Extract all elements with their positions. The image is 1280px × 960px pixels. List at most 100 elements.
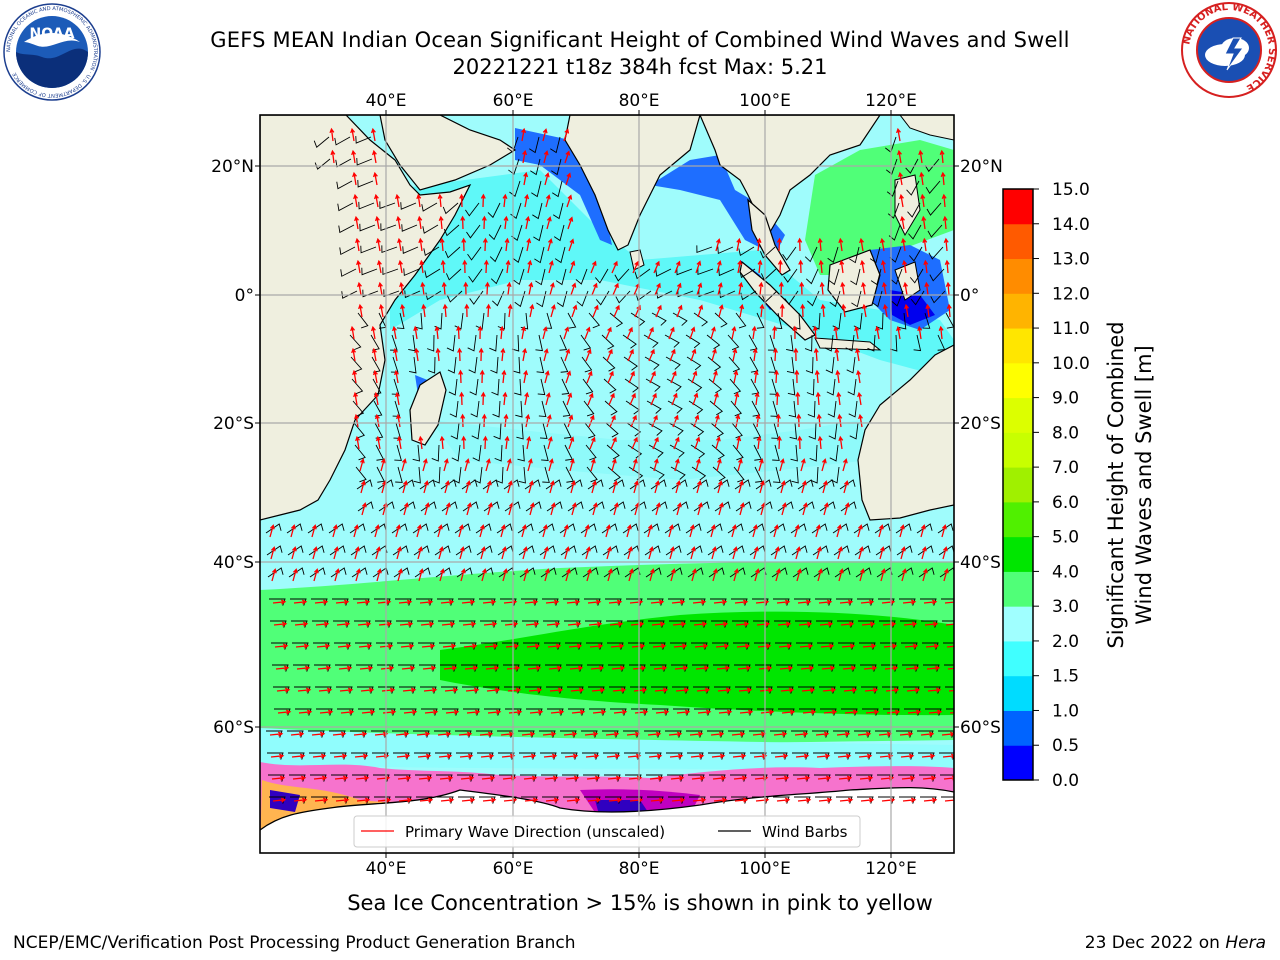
wave-direction-arrow [505, 259, 511, 274]
wind-barb [551, 158, 562, 176]
wave-direction-arrow [859, 237, 864, 252]
wave-direction-arrow [563, 731, 578, 737]
wave-direction-arrow [334, 775, 349, 781]
wave-direction-arrow [648, 753, 663, 759]
wave-direction-arrow [837, 413, 843, 428]
wind-barb [644, 545, 661, 556]
wind-barb [392, 545, 409, 556]
wind-barb [355, 136, 372, 144]
wave-direction-arrow [424, 502, 430, 516]
wave-direction-arrow [460, 568, 466, 582]
colorbar-tick-label: 2.0 [1052, 632, 1079, 652]
wave-direction-arrow [592, 304, 599, 318]
wind-barb [362, 289, 379, 298]
wave-direction-arrow [352, 171, 358, 186]
wave-direction-arrow [315, 621, 330, 627]
wave-direction-arrow [612, 480, 618, 494]
wave-direction-arrow [440, 599, 455, 605]
lon-label: 40°E [366, 859, 407, 879]
wave-direction-arrow [944, 797, 954, 803]
wave-direction-arrow [717, 480, 723, 494]
wave-direction-arrow [735, 621, 750, 627]
wind-barb [448, 378, 458, 396]
wave-direction-arrow [356, 259, 361, 274]
wave-direction-arrow [440, 259, 446, 274]
wave-direction-arrow [674, 260, 681, 274]
wave-direction-arrow [756, 435, 762, 450]
wave-direction-arrow [907, 709, 922, 715]
wave-direction-arrow [690, 546, 696, 560]
wave-direction-arrow [523, 568, 529, 582]
wind-barb [867, 334, 876, 352]
wind-barb [581, 356, 593, 373]
wind-barb [944, 664, 954, 666]
wind-barb [937, 523, 954, 534]
wave-direction-arrow [375, 435, 381, 450]
wave-direction-arrow [653, 665, 668, 671]
wave-direction-arrow [545, 392, 551, 406]
wave-direction-arrow [943, 237, 949, 252]
wave-direction-arrow [776, 599, 791, 605]
wind-barb [376, 466, 385, 483]
wave-direction-arrow [418, 237, 424, 252]
wave-direction-arrow [311, 731, 326, 737]
wind-barb [846, 356, 856, 374]
wave-direction-arrow [351, 149, 357, 164]
wave-direction-arrow [939, 149, 945, 164]
wind-barb [562, 400, 571, 417]
wave-direction-arrow [438, 546, 444, 560]
wave-direction-arrow [397, 775, 412, 781]
wave-direction-arrow [335, 599, 350, 605]
wave-direction-arrow [607, 568, 613, 582]
wave-direction-arrow [823, 709, 838, 715]
wave-direction-arrow [753, 369, 759, 384]
wind-barb [761, 268, 777, 281]
wave-direction-arrow [318, 687, 333, 693]
wave-direction-arrow [691, 370, 698, 384]
wave-direction-arrow [396, 215, 401, 230]
wave-direction-arrow [671, 392, 678, 406]
wave-direction-arrow [521, 524, 527, 538]
wave-direction-arrow [377, 599, 392, 605]
wave-direction-arrow [592, 502, 598, 516]
wave-direction-arrow [716, 665, 731, 671]
wind-barb [635, 290, 652, 302]
colorbar-segment [1003, 710, 1033, 746]
wave-direction-arrow [818, 599, 833, 605]
wind-barb [584, 422, 596, 439]
wave-direction-arrow [673, 436, 680, 450]
wave-direction-arrow [529, 502, 535, 516]
wind-barb [583, 400, 595, 417]
wave-direction-arrow [486, 687, 501, 693]
wave-direction-arrow [402, 480, 408, 494]
wind-barb [358, 201, 375, 210]
wind-barb [753, 444, 762, 461]
sea-ice-deep-west [270, 790, 300, 812]
wave-direction-arrow [757, 259, 763, 274]
wave-direction-arrow [526, 435, 532, 450]
wave-direction-arrow [375, 546, 381, 560]
wave-direction-arrow [696, 687, 711, 693]
wind-barb [336, 180, 353, 190]
lat-label: 20°N [211, 157, 254, 177]
wave-direction-arrow [777, 259, 783, 274]
wave-direction-arrow [588, 414, 595, 428]
wave-direction-arrow [588, 621, 603, 627]
wind-barb [475, 523, 492, 534]
wave-direction-arrow [525, 215, 531, 230]
wave-direction-arrow [422, 458, 428, 472]
wave-direction-arrow [844, 709, 859, 715]
wave-direction-arrow [676, 502, 682, 516]
wind-barb [786, 334, 794, 352]
wave-direction-arrow [654, 687, 669, 693]
wind-barb [559, 334, 568, 351]
wave-direction-arrow [544, 172, 550, 186]
wind-barb [356, 479, 373, 490]
wave-direction-arrow [543, 150, 549, 164]
wave-direction-arrow [479, 731, 494, 737]
wave-direction-arrow [798, 621, 813, 627]
wind-barb [749, 356, 759, 373]
wind-barb [536, 290, 547, 308]
wave-direction-arrow [758, 458, 764, 472]
wave-direction-arrow [944, 599, 954, 605]
